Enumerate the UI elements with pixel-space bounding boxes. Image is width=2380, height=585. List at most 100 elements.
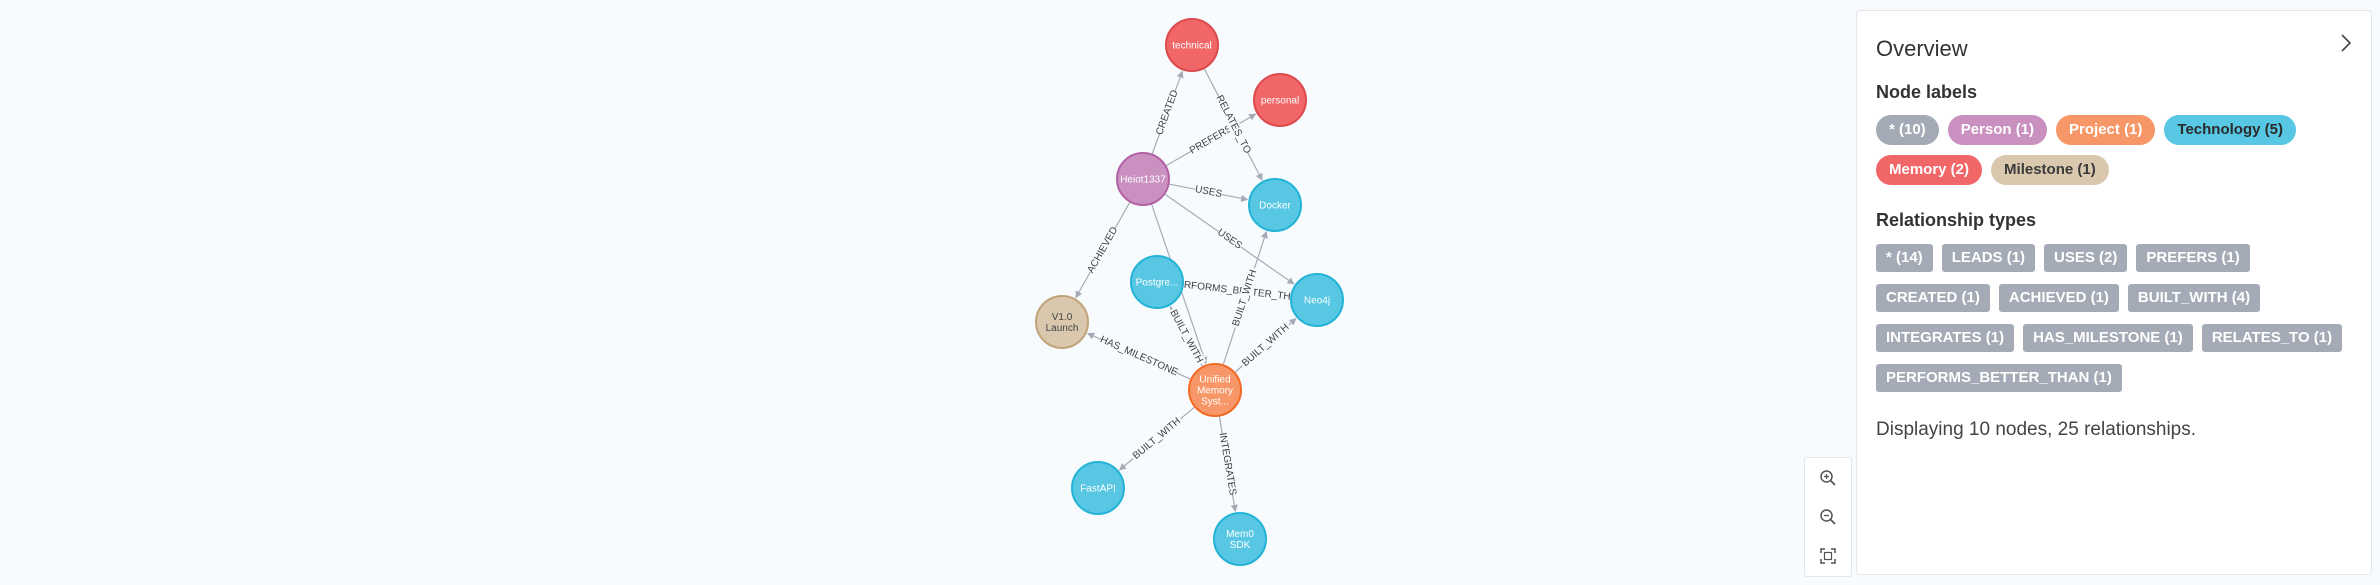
- node-label-chip-person[interactable]: Person (1): [1947, 115, 2048, 145]
- rel-type-chip-integrates[interactable]: INTEGRATES (1): [1876, 324, 2015, 352]
- panel-title: Overview: [1876, 36, 1968, 61]
- node-label-line: Neo4j: [1304, 296, 1330, 307]
- node-label-line: Memory: [1197, 386, 1233, 397]
- rel-type-chip-performs-better-than[interactable]: PERFORMS_BETTER_THAN (1): [1876, 364, 2122, 392]
- rel-type-chip-prefers[interactable]: PREFERS (1): [2136, 244, 2250, 272]
- node-label-line: Heiot1337: [1120, 175, 1166, 186]
- node-circle[interactable]: [1130, 255, 1184, 309]
- node-label-line: personal: [1261, 96, 1299, 107]
- relationship-edge[interactable]: BUILT_WITH: [1118, 406, 1195, 471]
- graph-canvas[interactable]: CREATED PREFERS RELATES_TO USES USES ACHIEVED…: [0, 0, 1820, 585]
- graph-node-docker[interactable]: Docker: [1248, 178, 1302, 232]
- node-circle[interactable]: [1188, 363, 1242, 417]
- relationship-edge[interactable]: BUILT_WITH: [1166, 306, 1207, 367]
- node-label: Neo4j: [1304, 296, 1330, 307]
- graph-node-fastapi[interactable]: FastAPI: [1071, 461, 1125, 515]
- node-label-chip-technology[interactable]: Technology (5): [2164, 115, 2296, 145]
- rel-type-chip-built-with[interactable]: BUILT_WITH (4): [2127, 284, 2261, 312]
- graph-node-mem0[interactable]: Mem0 SDK: [1213, 512, 1267, 566]
- node-label-row-2: Memory (2) Milestone (1): [1876, 155, 2109, 185]
- status-text: Displaying 10 nodes, 25 relationships.: [1876, 419, 2197, 440]
- node-label-line: Launch: [1046, 323, 1079, 334]
- edge-label-background: [1214, 226, 1245, 252]
- relationship-types-title: Relationship types: [1876, 210, 2037, 230]
- graph-node-personal[interactable]: personal: [1253, 73, 1307, 127]
- relationship-edge[interactable]: BUILT_WITH: [1234, 318, 1297, 373]
- rel-type-chip-all[interactable]: * (14): [1876, 244, 1933, 272]
- node-label-line: technical: [1172, 41, 1211, 52]
- edge-label-background: [1100, 334, 1178, 378]
- node-circle[interactable]: [1116, 152, 1170, 206]
- rel-type-chip-achieved[interactable]: ACHIEVED (1): [1998, 284, 2119, 312]
- node-circle[interactable]: [1071, 461, 1125, 515]
- graph-node-unified[interactable]: Unified Memory Syst...: [1188, 363, 1242, 417]
- node-label: Mem0 SDK: [1226, 529, 1254, 551]
- node-label-line: Unified: [1199, 375, 1230, 386]
- edge-label-background: [1194, 183, 1224, 201]
- relationship-edge[interactable]: USES: [1169, 183, 1249, 202]
- graph-node-neo4j[interactable]: Neo4j: [1290, 273, 1344, 327]
- relationship-edge[interactable]: CREATED: [1151, 70, 1184, 154]
- graph-node-heiot[interactable]: Heiot1337: [1116, 152, 1170, 206]
- rel-type-chip-relates-to[interactable]: RELATES_TO (1): [2201, 324, 2343, 352]
- edge-label-background: [1166, 306, 1207, 367]
- rel-type-chip-leads[interactable]: LEADS (1): [1941, 244, 2036, 272]
- graph-node-v10[interactable]: V1.0 Launch: [1035, 295, 1089, 349]
- edge-label-background: [1213, 94, 1253, 155]
- relationship-edge[interactable]: RELATES_TO: [1203, 68, 1263, 181]
- node-label-line: Syst...: [1201, 397, 1229, 408]
- overview-panel: Overview Node labels * (10) Person (1) P…: [1856, 10, 2372, 575]
- node-label: technical: [1172, 41, 1211, 52]
- edge-label: PREFERS: [1188, 123, 1235, 156]
- node-label-line: Postgre...: [1136, 278, 1179, 289]
- edge-label-background: [1188, 123, 1234, 157]
- node-label-chip-milestone[interactable]: Milestone (1): [1991, 155, 2109, 185]
- relationship-edge[interactable]: HAS_MILESTONE: [1086, 332, 1191, 380]
- node-label-chip-all[interactable]: * (10): [1876, 115, 1939, 145]
- rel-type-row-1: * (14) LEADS (1) USES (2) PREFERS (1): [1876, 244, 2250, 272]
- edge-label-background: [1216, 432, 1239, 496]
- edge-label: HAS_MILESTONE: [1098, 334, 1179, 378]
- relationship-edge[interactable]: ACHIEVED: [1075, 202, 1131, 299]
- rel-type-row-3: INTEGRATES (1) HAS_MILESTONE (1) RELATES…: [1876, 324, 2343, 352]
- edge-label-background: [1177, 278, 1298, 304]
- edge-label: BUILT_WITH: [1131, 416, 1183, 462]
- node-circle[interactable]: [1165, 18, 1219, 72]
- node-label: Postgre...: [1136, 278, 1179, 289]
- node-label: Unified Memory Syst...: [1197, 375, 1233, 408]
- edge-label-background: [1129, 414, 1185, 464]
- node-labels-title: Node labels: [1876, 82, 1978, 102]
- node-circle[interactable]: [1290, 273, 1344, 327]
- node-circle[interactable]: [1213, 512, 1267, 566]
- node-circle[interactable]: [1248, 178, 1302, 232]
- edge-label: ACHIEVED: [1085, 225, 1120, 275]
- node-label-chip-memory[interactable]: Memory (2): [1876, 155, 1983, 185]
- zoom-out-icon: [1820, 509, 1836, 525]
- chevron-right-icon[interactable]: [2339, 33, 2353, 53]
- edge-label: BUILT_WITH: [1167, 308, 1204, 365]
- rel-type-chip-created[interactable]: CREATED (1): [1876, 284, 1990, 312]
- node-circle[interactable]: [1253, 73, 1307, 127]
- relationship-edge[interactable]: INTEGRATES: [1216, 416, 1239, 513]
- zoom-out-button[interactable]: [1805, 498, 1851, 536]
- fit-to-screen-button[interactable]: [1805, 537, 1851, 575]
- graph-node-postgres[interactable]: Postgre...: [1130, 255, 1184, 309]
- edge-label-background: [1229, 266, 1261, 330]
- rel-type-chip-uses[interactable]: USES (2): [2044, 244, 2128, 272]
- rel-type-chip-has-milestone[interactable]: HAS_MILESTONE (1): [2023, 324, 2193, 352]
- node-label-line: SDK: [1230, 540, 1251, 551]
- node-label-chip-project[interactable]: Project (1): [2056, 115, 2156, 145]
- node-label-line: V1.0: [1052, 312, 1073, 323]
- graph-node-technical[interactable]: technical: [1165, 18, 1219, 72]
- node-label: Docker: [1259, 201, 1291, 212]
- node-label: Heiot1337: [1120, 175, 1166, 186]
- rel-type-row-4: PERFORMS_BETTER_THAN (1): [1876, 364, 2122, 392]
- edge-label: RELATES_TO: [1214, 94, 1253, 156]
- graph-svg[interactable]: CREATEDPREFERSRELATES_TOUSESUSESACHIEVED…: [0, 0, 1820, 585]
- node-label: V1.0 Launch: [1046, 312, 1079, 334]
- zoom-in-icon: [1820, 470, 1836, 486]
- node-circle[interactable]: [1035, 295, 1089, 349]
- edge-label-background: [1238, 320, 1293, 371]
- zoom-in-button[interactable]: [1805, 459, 1851, 497]
- node-label-row-1: * (10) Person (1) Project (1) Technology…: [1876, 115, 2296, 145]
